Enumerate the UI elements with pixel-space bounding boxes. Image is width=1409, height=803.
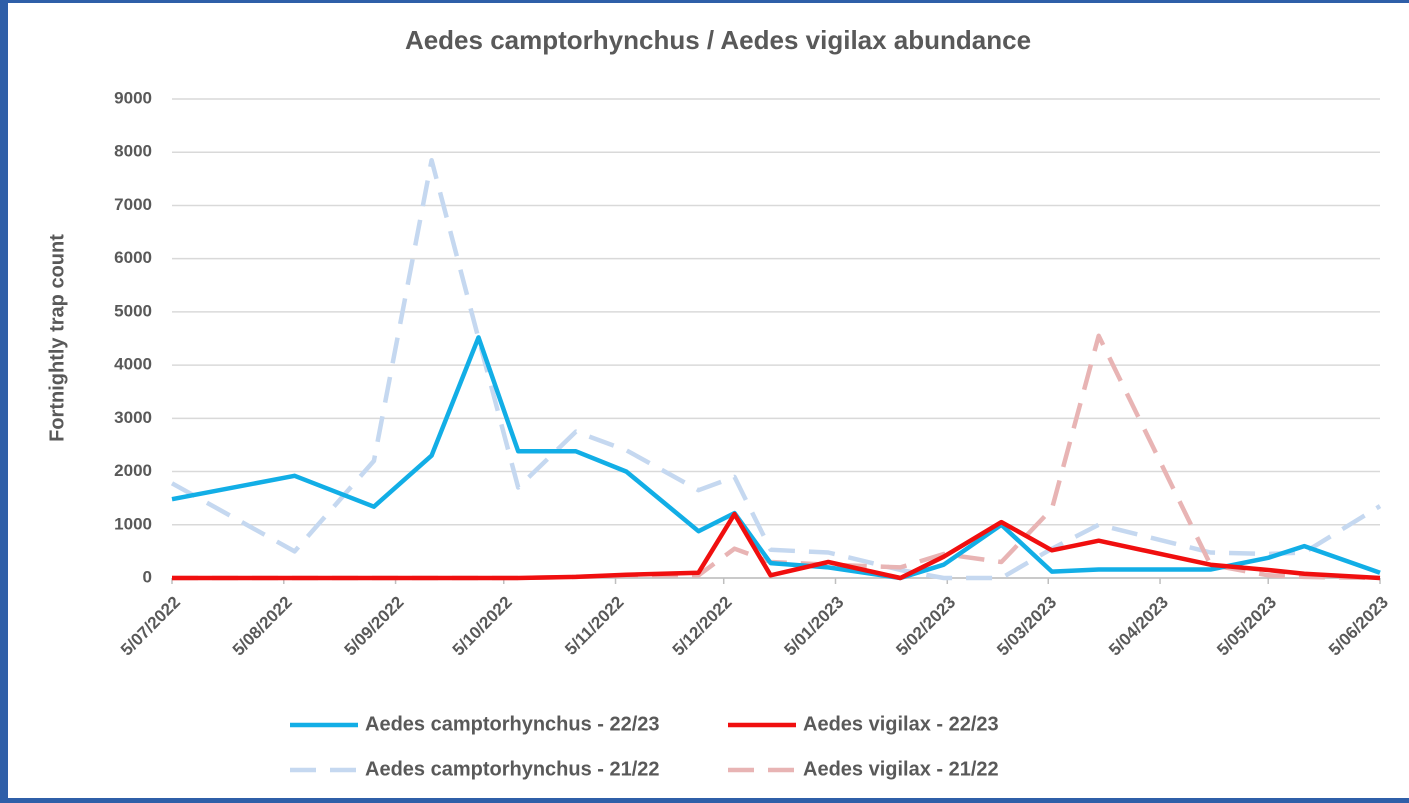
y-tick-label: 5000 <box>114 301 152 320</box>
y-tick-label: 7000 <box>114 195 152 214</box>
y-tick-label: 3000 <box>114 408 152 427</box>
series-line <box>170 157 1382 581</box>
y-tick-label: 2000 <box>114 461 152 480</box>
chart-title: Aedes camptorhynchus / Aedes vigilax abu… <box>405 25 1031 55</box>
legend-label: Aedes camptorhynchus - 21/22 <box>365 758 660 780</box>
series-line <box>171 335 1381 581</box>
legend-label: Aedes vigilax - 22/23 <box>803 713 999 735</box>
legend-label: Aedes vigilax - 21/22 <box>803 758 999 780</box>
y-tick-label: 6000 <box>114 248 152 267</box>
y-tick-label: 8000 <box>114 142 152 161</box>
y-tick-label: 4000 <box>114 355 152 374</box>
y-tick-label: 0 <box>143 567 152 586</box>
chart-area <box>8 3 1409 798</box>
y-axis-label: Fortnightly trap count <box>46 234 68 442</box>
series-line <box>172 511 1381 581</box>
y-tick-label: 1000 <box>114 514 152 533</box>
legend-label: Aedes camptorhynchus - 22/23 <box>365 713 660 735</box>
y-tick-label: 9000 <box>114 88 152 107</box>
